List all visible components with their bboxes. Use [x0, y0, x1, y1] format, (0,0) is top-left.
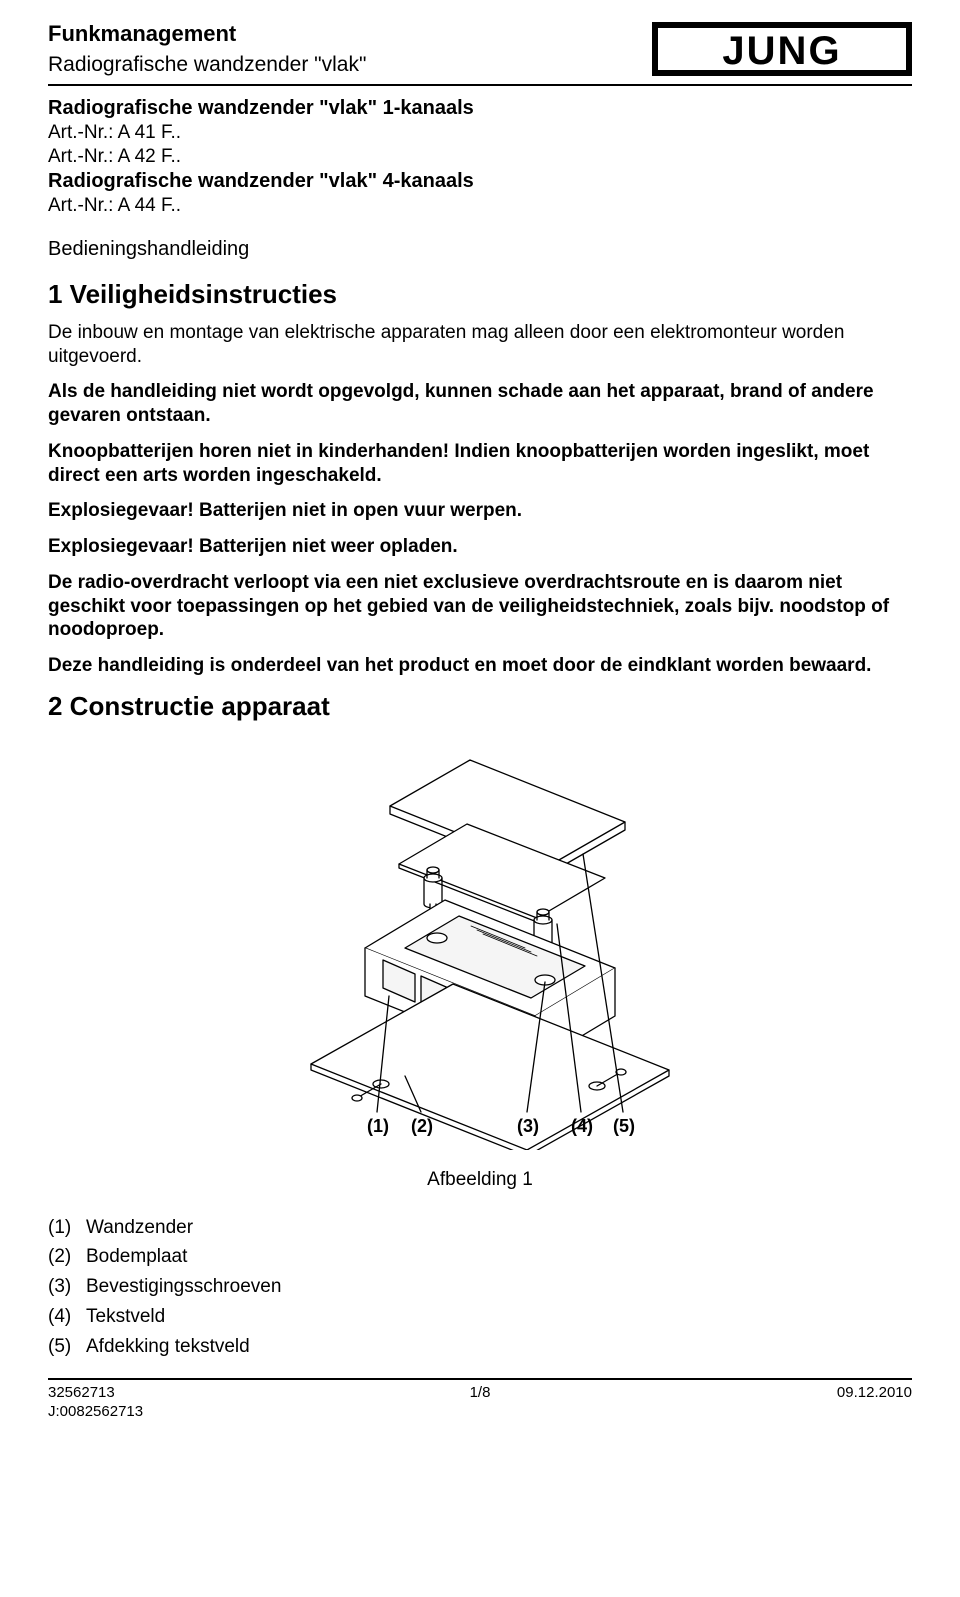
header-left: Funkmanagement Radiografische wandzender…: [48, 20, 652, 78]
page-header: Funkmanagement Radiografische wandzender…: [48, 20, 912, 78]
s1-p3: Knoopbatterijen horen niet in kinderhand…: [48, 440, 912, 488]
page-footer: 32562713 J:0082562713 1/8 09.12.2010: [48, 1384, 912, 1422]
legend-label-5: Afdekking tekstveld: [86, 1336, 250, 1357]
legend-list: (1)Wandzender (2)Bodemplaat (3)Bevestigi…: [48, 1216, 912, 1359]
product-block: Radiografische wandzender "vlak" 1-kanaa…: [48, 96, 912, 217]
product-title-1ch: Radiografische wandzender "vlak" 1-kanaa…: [48, 96, 912, 121]
callout-1: (1): [367, 1116, 389, 1136]
footer-divider: [48, 1378, 912, 1380]
product-art-2: Art.-Nr.: A 42 F..: [48, 145, 912, 169]
legend-item-4: (4)Tekstveld: [48, 1305, 912, 1329]
legend-label-2: Bodemplaat: [86, 1246, 187, 1267]
legend-num-1: (1): [48, 1216, 86, 1240]
footer-date: 09.12.2010: [624, 1384, 912, 1403]
legend-label-3: Bevestigingsschroeven: [86, 1276, 281, 1297]
s1-p6: De radio-overdracht verloopt via een nie…: [48, 571, 912, 642]
footer-id-1: 32562713: [48, 1384, 336, 1403]
callout-3: (3): [517, 1116, 539, 1136]
legend-label-4: Tekstveld: [86, 1306, 165, 1327]
diagram-container: (1) (2) (3) (4) (5): [48, 750, 912, 1156]
legend-num-5: (5): [48, 1335, 86, 1359]
legend-item-1: (1)Wandzender: [48, 1216, 912, 1240]
product-title-4ch: Radiografische wandzender "vlak" 4-kanaa…: [48, 169, 912, 194]
callout-5: (5): [613, 1116, 635, 1136]
callout-4: (4): [571, 1116, 593, 1136]
callout-2: (2): [411, 1116, 433, 1136]
diagram-caption: Afbeelding 1: [48, 1168, 912, 1192]
legend-item-3: (3)Bevestigingsschroeven: [48, 1275, 912, 1299]
s1-p1: De inbouw en montage van elektrische app…: [48, 321, 912, 369]
header-subtitle: Radiografische wandzender "vlak": [48, 52, 652, 78]
product-art-3: Art.-Nr.: A 44 F..: [48, 194, 912, 218]
s1-p2: Als de handleiding niet wordt opgevolgd,…: [48, 380, 912, 428]
header-divider: [48, 84, 912, 86]
logo-text: JUNG: [722, 29, 841, 73]
brand-logo: JUNG: [652, 20, 912, 78]
legend-item-2: (2)Bodemplaat: [48, 1245, 912, 1269]
footer-id-2: J:0082562713: [48, 1403, 336, 1422]
s1-p5: Explosiegevaar! Batterijen niet weer opl…: [48, 535, 912, 559]
legend-num-4: (4): [48, 1305, 86, 1329]
s1-p7: Deze handleiding is onderdeel van het pr…: [48, 654, 912, 678]
footer-left: 32562713 J:0082562713: [48, 1384, 336, 1422]
legend-label-1: Wandzender: [86, 1217, 193, 1238]
s1-p4: Explosiegevaar! Batterijen niet in open …: [48, 499, 912, 523]
header-title: Funkmanagement: [48, 20, 652, 48]
exploded-diagram: (1) (2) (3) (4) (5): [245, 750, 715, 1150]
legend-item-5: (5)Afdekking tekstveld: [48, 1335, 912, 1359]
legend-num-3: (3): [48, 1275, 86, 1299]
footer-page: 1/8: [336, 1384, 624, 1403]
section-1-title: 1 Veiligheidsinstructies: [48, 278, 912, 311]
document-type: Bedieningshandleiding: [48, 237, 912, 262]
product-art-1: Art.-Nr.: A 41 F..: [48, 121, 912, 145]
legend-num-2: (2): [48, 1245, 86, 1269]
section-2-title: 2 Constructie apparaat: [48, 690, 912, 723]
